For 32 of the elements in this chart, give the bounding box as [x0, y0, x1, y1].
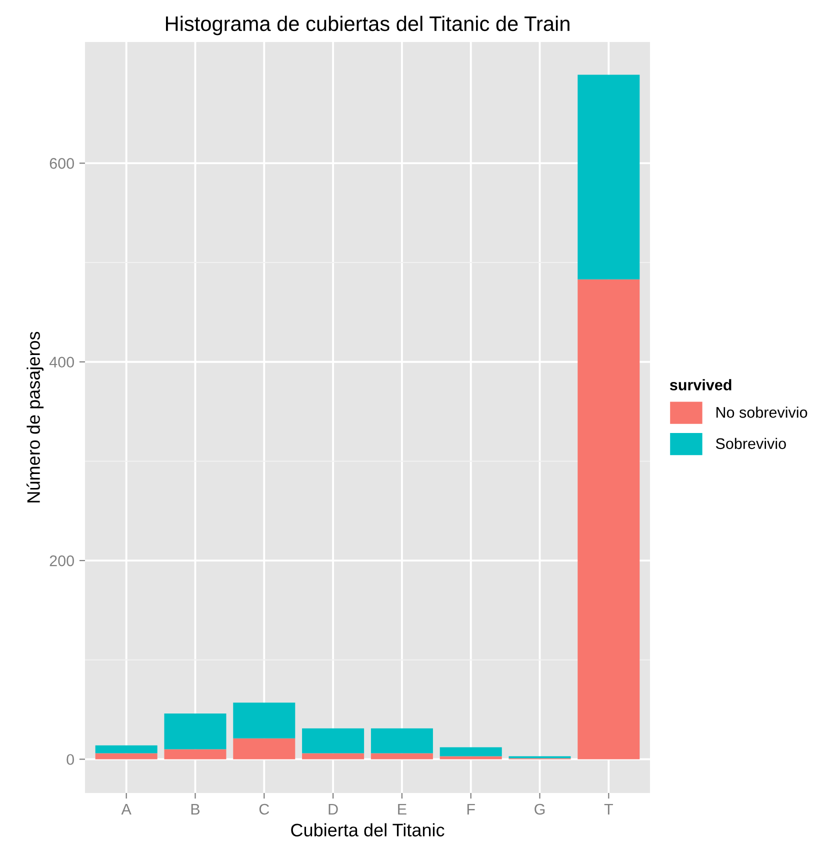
bar [233, 738, 296, 760]
bar [370, 728, 433, 754]
legend-title: survived [670, 379, 732, 390]
y-tick-label: 0 [66, 754, 74, 765]
y-tick-label: 400 [49, 356, 74, 368]
x-tick-label: E [398, 804, 406, 814]
y-axis-title: Número de pasajeros [26, 332, 44, 502]
x-tick-label: F [467, 804, 475, 814]
bar [233, 702, 296, 738]
bar [164, 749, 226, 760]
x-tick-label: T [604, 804, 613, 814]
legend-label: No sobrevivio [716, 406, 808, 418]
bar [302, 753, 364, 760]
x-tick-label: G [534, 804, 545, 815]
x-tick-label: B [191, 804, 200, 814]
y-tick-label: 200 [50, 555, 74, 566]
legend-label: Sobrevivio [716, 438, 786, 450]
bar [95, 745, 158, 754]
bar [578, 74, 640, 280]
bar [440, 756, 502, 760]
bar [440, 747, 502, 756]
bar [164, 714, 226, 750]
chart-title: Histograma de cubiertas del Titanic de Train [166, 16, 570, 36]
x-tick-label: C [259, 804, 270, 815]
x-axis-title: Cubierta del Titanic [291, 823, 444, 836]
bar [302, 728, 364, 754]
bar [370, 753, 433, 760]
bar [95, 753, 158, 760]
y-tick-label: 600 [50, 158, 74, 169]
bar [578, 279, 640, 760]
x-tick-label: A [121, 804, 132, 814]
x-tick-label: D [328, 804, 338, 814]
